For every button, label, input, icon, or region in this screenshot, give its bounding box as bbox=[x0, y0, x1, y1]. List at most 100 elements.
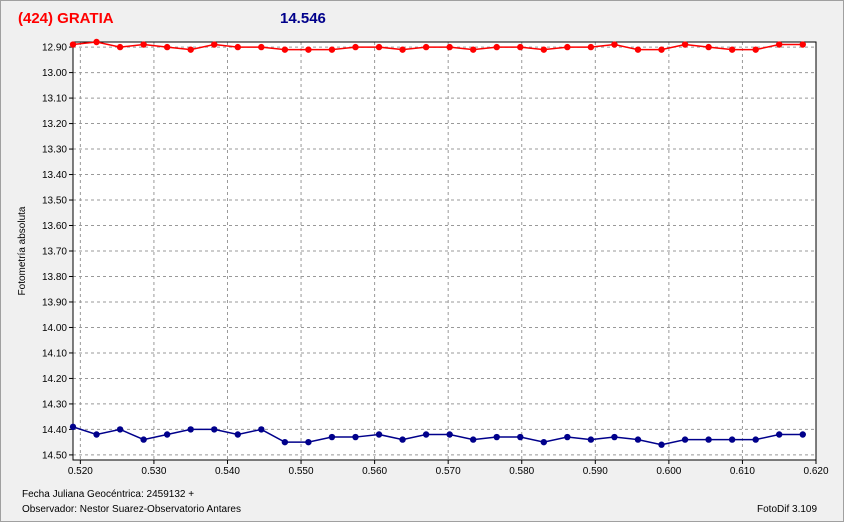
series-1-point bbox=[375, 43, 383, 51]
x-tick-label: 0.540 bbox=[215, 466, 240, 477]
x-tick-label: 0.580 bbox=[509, 466, 534, 477]
series-2-point bbox=[517, 433, 524, 441]
y-tick-label: 13.10 bbox=[42, 94, 67, 105]
series-2-point bbox=[564, 433, 571, 441]
series-1-point bbox=[352, 43, 359, 51]
series-1-point bbox=[517, 43, 524, 51]
series-1-point bbox=[799, 41, 806, 48]
series-1-point bbox=[116, 43, 124, 51]
x-tick-label: 0.550 bbox=[289, 466, 314, 477]
series-1-point bbox=[399, 46, 406, 53]
series-2-point bbox=[375, 431, 383, 438]
series-1-point bbox=[564, 43, 571, 51]
series-2-point bbox=[681, 436, 689, 443]
series-2-point bbox=[69, 423, 77, 431]
series-2-point bbox=[752, 436, 759, 443]
series-1-point bbox=[658, 46, 665, 53]
series-line-2 bbox=[72, 426, 803, 446]
x-tick-label: 0.610 bbox=[730, 466, 755, 477]
series-1-point bbox=[681, 41, 689, 48]
y-tick-label: 14.40 bbox=[42, 425, 67, 436]
y-tick-label: 12.90 bbox=[42, 43, 67, 54]
series-1-point bbox=[469, 46, 477, 53]
series-1-point bbox=[540, 46, 548, 53]
series-1-point bbox=[258, 43, 265, 51]
series-1-point bbox=[187, 46, 194, 53]
y-axis-label: Fotometría absoluta bbox=[17, 206, 28, 295]
x-tick-label: 0.570 bbox=[436, 466, 461, 477]
series-2-point bbox=[446, 431, 453, 438]
plot-border bbox=[72, 41, 817, 461]
series-1-point bbox=[422, 43, 430, 51]
series-1-point bbox=[211, 41, 218, 48]
y-tick-label: 13.80 bbox=[42, 272, 67, 283]
series-2-point bbox=[776, 431, 783, 438]
y-tick-label: 14.00 bbox=[42, 323, 67, 334]
series-2-point bbox=[305, 438, 312, 446]
series-2-point bbox=[540, 438, 548, 446]
series-2-point bbox=[728, 436, 736, 443]
series-2-point bbox=[93, 431, 100, 438]
series-2-point bbox=[399, 436, 406, 443]
series-2-point bbox=[799, 431, 806, 438]
series-2-point bbox=[422, 431, 430, 438]
y-tick-label: 14.50 bbox=[42, 450, 67, 461]
y-tick-label: 13.70 bbox=[42, 247, 67, 258]
y-tick-label: 13.50 bbox=[42, 196, 67, 207]
series-1-point bbox=[163, 43, 171, 51]
x-tick-label: 0.560 bbox=[362, 466, 387, 477]
series-2-point bbox=[328, 433, 336, 441]
y-tick-label: 14.20 bbox=[42, 374, 67, 385]
series-1-point bbox=[328, 46, 336, 53]
series-2-point bbox=[587, 436, 595, 443]
y-tick-label: 14.30 bbox=[42, 399, 67, 410]
y-tick-label: 13.00 bbox=[42, 68, 67, 79]
x-tick-label: 0.620 bbox=[803, 466, 828, 477]
series-2-point bbox=[493, 433, 500, 441]
series-2-point bbox=[611, 433, 618, 441]
series-1-point bbox=[140, 41, 147, 48]
observer-label: Observador: Nestor Suarez-Observatorio A… bbox=[22, 504, 241, 515]
series-1-point bbox=[752, 46, 759, 53]
series-1-point bbox=[634, 46, 642, 53]
series-2-point bbox=[234, 431, 241, 438]
series-1-point bbox=[281, 46, 289, 53]
x-tick-label: 0.600 bbox=[656, 466, 681, 477]
series-2-point bbox=[116, 426, 124, 433]
series-2-point bbox=[352, 433, 359, 441]
julian-date-label: Fecha Juliana Geocéntrica: 2459132 + bbox=[22, 489, 195, 500]
x-tick-label: 0.590 bbox=[583, 466, 608, 477]
magnitude-value: 14.546 bbox=[280, 10, 326, 27]
y-tick-label: 13.30 bbox=[42, 145, 67, 156]
series-1-point bbox=[446, 43, 453, 51]
series-2-point bbox=[469, 436, 477, 443]
y-tick-label: 13.20 bbox=[42, 119, 67, 130]
series-2-point bbox=[658, 441, 665, 448]
y-tick-label: 13.40 bbox=[42, 170, 67, 181]
object-title: (424) GRATIA bbox=[18, 10, 114, 27]
series-1-point bbox=[69, 41, 77, 48]
series-2-point bbox=[705, 436, 712, 443]
y-tick-label: 13.60 bbox=[42, 221, 67, 232]
series-1-point bbox=[587, 43, 595, 51]
series-line-1 bbox=[72, 41, 803, 51]
x-tick-label: 0.530 bbox=[141, 466, 166, 477]
series-1-point bbox=[705, 43, 712, 51]
series-2-point bbox=[634, 436, 642, 443]
series-2-point bbox=[211, 426, 218, 433]
software-label: FotoDif 3.109 bbox=[757, 504, 818, 515]
series-1-point bbox=[776, 41, 783, 48]
series-2-point bbox=[163, 431, 171, 438]
series-1-point bbox=[305, 46, 312, 53]
series-2-point bbox=[281, 438, 289, 446]
series-1-point bbox=[234, 43, 241, 51]
y-tick-label: 14.10 bbox=[42, 348, 67, 359]
series-1-point bbox=[611, 41, 618, 48]
series-1-point bbox=[728, 46, 736, 53]
series-2-point bbox=[258, 426, 265, 433]
series-2-point bbox=[140, 436, 147, 443]
series-2-point bbox=[187, 426, 194, 433]
y-tick-label: 13.90 bbox=[42, 297, 67, 308]
series-1-point bbox=[493, 43, 500, 51]
